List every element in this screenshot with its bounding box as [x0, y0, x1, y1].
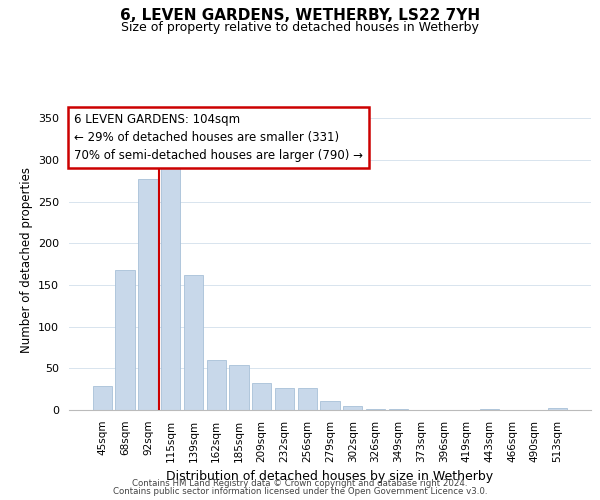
Text: Size of property relative to detached houses in Wetherby: Size of property relative to detached ho… [121, 22, 479, 35]
Text: Contains public sector information licensed under the Open Government Licence v3: Contains public sector information licen… [113, 487, 487, 496]
Bar [343, 406, 362, 410]
Bar [389, 409, 408, 410]
Bar [252, 382, 271, 410]
Bar [366, 409, 385, 410]
Bar [479, 409, 499, 410]
Bar [229, 365, 248, 410]
X-axis label: Distribution of detached houses by size in Wetherby: Distribution of detached houses by size … [166, 470, 494, 483]
Bar [320, 401, 340, 410]
Y-axis label: Number of detached properties: Number of detached properties [20, 167, 32, 353]
Text: Contains HM Land Registry data © Crown copyright and database right 2024.: Contains HM Land Registry data © Crown c… [132, 478, 468, 488]
Bar [548, 408, 567, 410]
Bar [138, 179, 158, 410]
Text: 6, LEVEN GARDENS, WETHERBY, LS22 7YH: 6, LEVEN GARDENS, WETHERBY, LS22 7YH [120, 8, 480, 22]
Bar [206, 360, 226, 410]
Bar [115, 270, 135, 410]
Bar [93, 386, 112, 410]
Bar [184, 275, 203, 410]
Bar [275, 388, 294, 410]
Text: 6 LEVEN GARDENS: 104sqm
← 29% of detached houses are smaller (331)
70% of semi-d: 6 LEVEN GARDENS: 104sqm ← 29% of detache… [74, 113, 363, 162]
Bar [161, 168, 181, 410]
Bar [298, 388, 317, 410]
